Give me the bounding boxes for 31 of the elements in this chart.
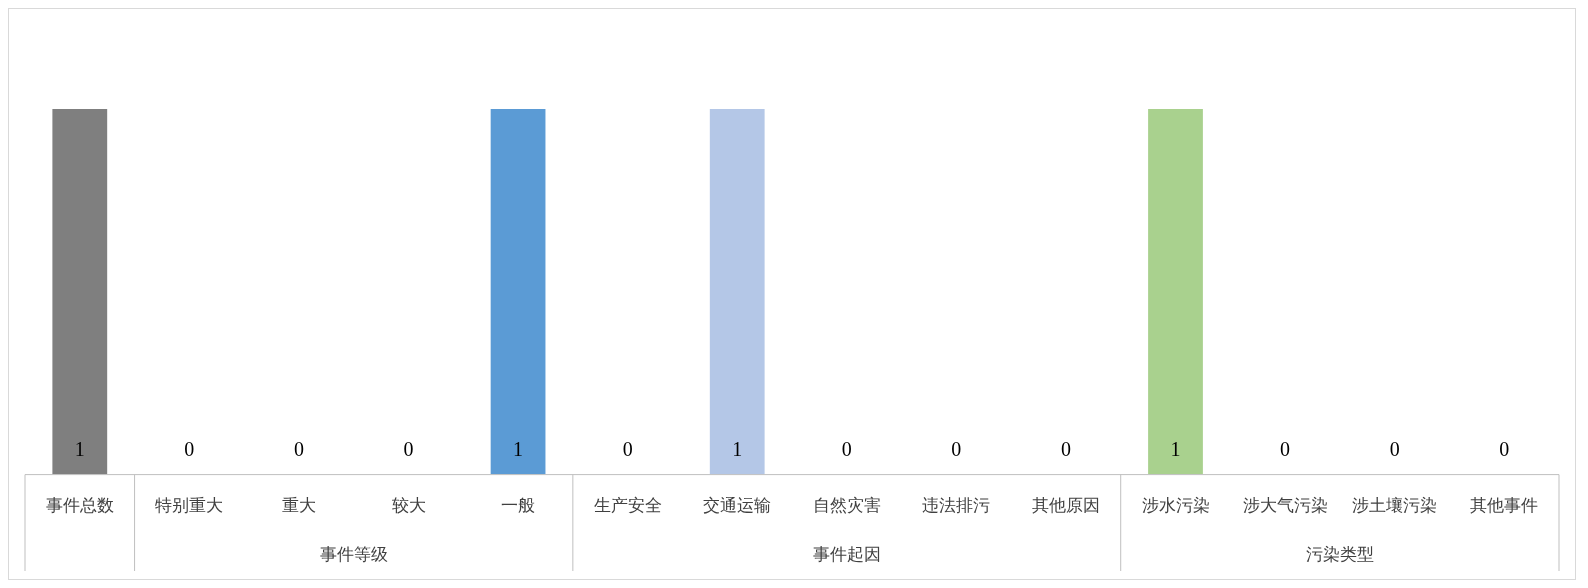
x-tick-label: 较大 [391,496,426,516]
x-tick-label: 特别重大 [155,496,224,516]
data-label: 1 [513,437,524,460]
x-tick-label: 违法排污 [922,496,991,516]
data-label: 0 [622,437,633,460]
data-label: 0 [841,437,852,460]
data-label: 1 [1170,437,1181,460]
data-label: 0 [1499,437,1510,460]
x-tick-label: 交通运输 [703,496,772,516]
x-tick-label: 涉水污染 [1141,496,1210,516]
x-tick-label: 重大 [281,496,316,516]
data-label: 1 [732,437,743,460]
data-label: 0 [1389,437,1400,460]
x-tick-label: 生产安全 [593,496,662,516]
data-label: 0 [1060,437,1071,460]
text: 事件等级 [319,544,388,564]
x-tick-label: 事件总数 [45,496,114,516]
data-label: 0 [1280,437,1291,460]
x-tick-label: 其他事件 [1470,496,1539,516]
x-tick-label: 涉土壤污染 [1352,496,1438,516]
data-label: 1 [74,437,85,460]
x-tick-label: 一般 [501,496,536,516]
x-tick-label: 自然灾害 [812,496,881,516]
text: 污染类型 [1305,544,1374,564]
data-label: 0 [184,437,195,460]
text: 事件起因 [812,544,881,564]
data-label: 0 [951,437,962,460]
x-tick-label: 涉大气污染 [1242,496,1328,516]
x-tick-label: 其他原因 [1031,496,1100,516]
data-label: 0 [293,437,304,460]
data-label: 0 [403,437,414,460]
